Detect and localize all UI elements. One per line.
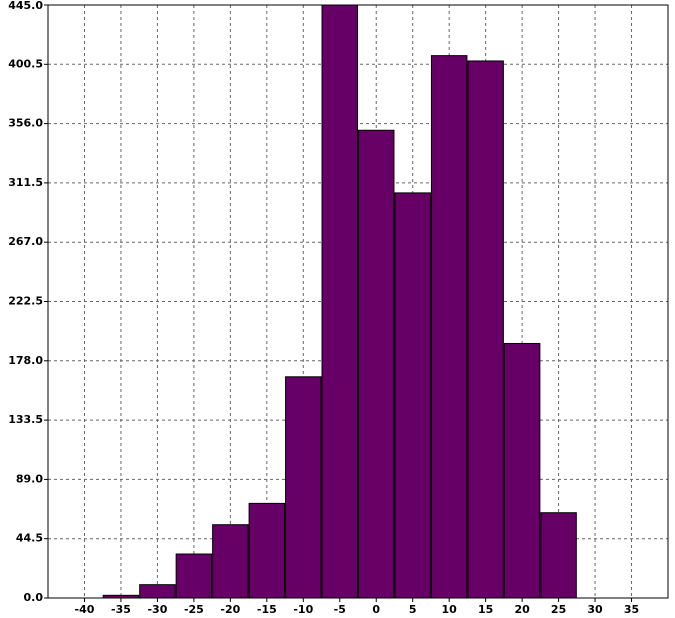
x-tick-label: 15 — [478, 603, 493, 616]
x-tick-label: -10 — [293, 603, 313, 616]
bar — [503, 342, 541, 599]
y-tick-label: 222.5 — [8, 295, 43, 308]
x-tick-label: -30 — [147, 603, 167, 616]
y-tick-label: 89.0 — [16, 472, 43, 485]
y-tick-label: 44.5 — [16, 532, 43, 545]
x-tick-label: -40 — [75, 603, 95, 616]
x-tick-label: -35 — [111, 603, 131, 616]
x-tick-label: 30 — [587, 603, 603, 616]
x-tick-label: -25 — [184, 603, 204, 616]
bar — [139, 584, 176, 599]
y-tick-label: 133.5 — [8, 413, 43, 426]
y-tick-label: 356.0 — [8, 117, 43, 130]
bar — [430, 55, 468, 599]
x-tick-label: -20 — [220, 603, 240, 616]
y-tick-label: 400.5 — [8, 57, 43, 70]
plot-frame — [47, 4, 669, 599]
y-tick-label: 445.0 — [8, 0, 43, 12]
y-tick-label: 267.0 — [8, 235, 43, 248]
x-tick-label: -15 — [257, 603, 277, 616]
x-tick-label: 10 — [442, 603, 458, 616]
bar — [248, 502, 286, 599]
y-tick-label: 311.5 — [8, 176, 43, 189]
bar — [467, 60, 504, 599]
x-tick-label: 20 — [514, 603, 530, 616]
bar — [358, 129, 395, 599]
x-tick-label: 25 — [551, 603, 566, 616]
bar — [540, 512, 577, 599]
bar — [175, 553, 213, 599]
x-tick-label: 35 — [624, 603, 639, 616]
bar — [321, 4, 359, 599]
y-tick-label: 178.0 — [8, 354, 43, 367]
bar — [212, 524, 249, 599]
x-tick-label: -5 — [334, 603, 346, 616]
x-tick-label: 0 — [372, 603, 380, 616]
bar — [285, 376, 322, 599]
y-tick-label: 0.0 — [24, 591, 44, 604]
x-tick-label: 5 — [409, 603, 417, 616]
bar — [394, 192, 431, 599]
